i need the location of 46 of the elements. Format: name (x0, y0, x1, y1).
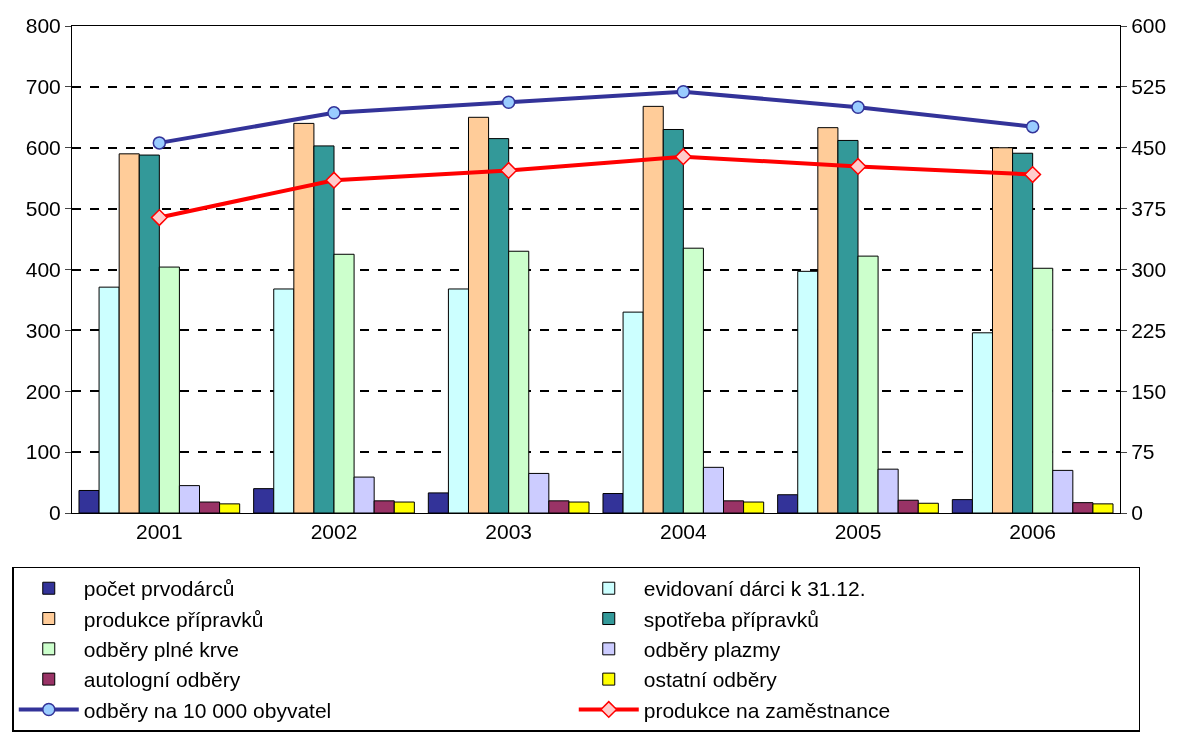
x-tick-label: 2002 (310, 520, 358, 544)
y2-tick-label: 375 (1131, 196, 1167, 220)
y-tick-label: 700 (25, 75, 61, 99)
x-tick-label: 2005 (834, 520, 882, 544)
point (500, 161, 518, 180)
y-tick-label: 200 (25, 379, 61, 403)
legend-label: odběry plné krve (83, 638, 240, 662)
legend-label: produkce na zaměstnance (643, 698, 891, 722)
point (676, 85, 691, 99)
point (1024, 165, 1042, 184)
legend-label: ostatní odběry (643, 668, 778, 692)
y2-tick-label: 600 (1131, 14, 1167, 38)
legend-label: odběry plazmy (643, 638, 781, 662)
point (1025, 119, 1040, 134)
y2-tick-label: 525 (1131, 75, 1167, 99)
x-tick-label: 2003 (485, 520, 533, 544)
y2-tick-label: 150 (1131, 379, 1167, 403)
y-tick-label: 500 (25, 196, 61, 220)
legend-label: autologní odběry (83, 668, 241, 692)
y-tick-label: 800 (25, 14, 61, 38)
y2-tick-label: 75 (1131, 440, 1155, 464)
y2-tick-label: 0 (1131, 501, 1143, 525)
legend-label: spotřeba přípravků (643, 607, 819, 631)
point (327, 106, 341, 120)
legend-label: odběry na 10 000 obyvatel (83, 698, 332, 722)
legend-label: produkce přípravků (83, 607, 264, 631)
y2-tick-label: 225 (1131, 318, 1167, 342)
y-tick-label: 300 (25, 318, 61, 342)
legend-label: počet prvodárců (83, 577, 235, 601)
legend-label: evidovaní dárci k 31.12. (643, 577, 866, 601)
point (849, 157, 867, 175)
x-tick-label: 2006 (1009, 520, 1057, 544)
y-tick-label: 600 (25, 136, 61, 160)
point (325, 171, 343, 189)
point (152, 136, 167, 150)
x-tick-label: 2004 (659, 520, 708, 544)
y2-tick-label: 300 (1131, 257, 1167, 281)
y-tick-label: 0 (49, 501, 61, 525)
point (150, 209, 168, 227)
point (501, 95, 516, 110)
y2-tick-label: 450 (1131, 136, 1167, 160)
point (851, 100, 865, 114)
y-tick-label: 400 (25, 257, 61, 281)
x-tick-label: 2001 (135, 520, 183, 544)
y-tick-label: 100 (25, 440, 61, 464)
point (674, 148, 692, 166)
